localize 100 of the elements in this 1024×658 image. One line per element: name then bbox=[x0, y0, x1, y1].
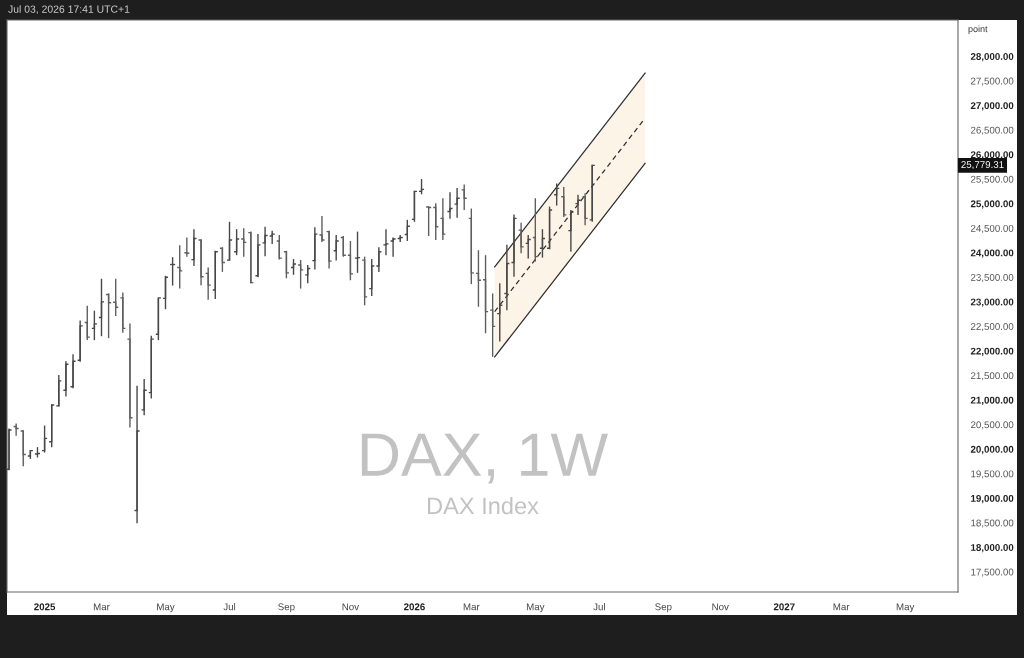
candlestick bbox=[332, 234, 340, 262]
candlestick bbox=[268, 229, 276, 245]
y-tick-label: 18,000.00 bbox=[971, 544, 1014, 553]
candlestick bbox=[283, 250, 290, 279]
candlestick bbox=[69, 353, 77, 389]
candlestick bbox=[389, 236, 397, 258]
candlestick bbox=[20, 429, 27, 468]
text: 25,779.31 bbox=[961, 161, 1004, 170]
candlestick bbox=[261, 226, 269, 257]
x-tick-label: Nov bbox=[342, 603, 360, 611]
x-tick-label: Sep bbox=[278, 603, 295, 613]
candlestick bbox=[368, 258, 375, 297]
y-tick-label: 26,500.00 bbox=[970, 126, 1014, 135]
candlestick bbox=[340, 235, 347, 258]
candlestick bbox=[325, 229, 333, 270]
x-tick-label: May bbox=[157, 603, 175, 613]
candlestick bbox=[55, 374, 63, 408]
candlestick bbox=[510, 213, 518, 278]
candlestick bbox=[546, 205, 553, 250]
candlestick bbox=[155, 297, 162, 341]
x-tick-label: Mar bbox=[93, 603, 110, 611]
candlestick bbox=[62, 360, 70, 398]
candlestick bbox=[574, 194, 582, 216]
y-tick-label: 28,000.00 bbox=[970, 53, 1014, 62]
candlestick bbox=[240, 227, 247, 258]
text: DAX, 1W bbox=[361, 433, 608, 484]
x-tick-label: 2025 bbox=[34, 603, 56, 611]
candlestick bbox=[354, 230, 361, 274]
candlestick bbox=[7, 427, 13, 471]
candlestick bbox=[425, 205, 432, 237]
y-tick-label: 27,500.00 bbox=[970, 77, 1014, 86]
candlestick bbox=[119, 291, 127, 334]
y-tick-label: 22,500.00 bbox=[970, 323, 1014, 332]
candlestick bbox=[489, 292, 496, 358]
text: DAX Index bbox=[428, 496, 539, 515]
candlestick bbox=[567, 209, 575, 253]
x-tick-label: Mar bbox=[463, 603, 480, 611]
candlestick bbox=[276, 234, 283, 261]
text: Jul 03, 2026 17:41 UTC+1 bbox=[8, 5, 130, 15]
y-tick-label: 19,000.00 bbox=[971, 494, 1014, 504]
candlestick bbox=[517, 222, 525, 254]
candlestick bbox=[532, 197, 539, 263]
candlestick bbox=[247, 230, 255, 284]
candlestick bbox=[361, 255, 368, 306]
candlestick bbox=[76, 319, 84, 363]
y-tick-label: 17,500.00 bbox=[971, 568, 1014, 577]
y-tick-label: 20,000.00 bbox=[970, 445, 1014, 455]
candlestick bbox=[126, 322, 134, 429]
y-tick-label: 22,000.00 bbox=[970, 347, 1014, 356]
y-tick-label: 21,500.00 bbox=[970, 372, 1014, 381]
y-tick-label: 21,000.00 bbox=[970, 396, 1014, 406]
x-tick-label: 2027 bbox=[773, 603, 795, 611]
candlestick bbox=[581, 192, 589, 226]
candlestick bbox=[226, 221, 233, 262]
y-tick-label: 23,500.00 bbox=[970, 274, 1014, 283]
x-tick-label: May bbox=[896, 603, 915, 613]
candlestick bbox=[446, 191, 454, 220]
candlestick bbox=[560, 186, 568, 218]
candlestick bbox=[254, 233, 262, 278]
candlestick bbox=[91, 309, 98, 341]
y-tick-label: 19,500.00 bbox=[971, 470, 1014, 479]
y-tick-label: 26,000.00 bbox=[970, 151, 1014, 160]
y-tick-label: 23,000.00 bbox=[970, 298, 1014, 307]
candlestick bbox=[347, 240, 354, 281]
candlestick bbox=[297, 259, 304, 290]
x-tick-label: May bbox=[526, 603, 545, 613]
y-axis-title: point bbox=[968, 25, 988, 34]
candlestick bbox=[12, 422, 20, 437]
y-tick-label: 20,500.00 bbox=[970, 421, 1014, 430]
candlestick bbox=[588, 164, 596, 223]
x-tick-label: Nov bbox=[712, 603, 729, 611]
candlestick bbox=[197, 238, 205, 286]
candlestick bbox=[219, 246, 226, 273]
y-tick-label: 25,500.00 bbox=[970, 175, 1014, 184]
candlestick bbox=[84, 305, 91, 341]
x-tick-label: Sep bbox=[655, 603, 672, 613]
y-tick-label: 24,500.00 bbox=[970, 224, 1014, 233]
x-tick-label: 2026 bbox=[403, 603, 425, 611]
candlestick bbox=[318, 215, 326, 243]
candlestick bbox=[190, 228, 198, 267]
candlestick bbox=[204, 266, 212, 301]
candlestick bbox=[439, 197, 447, 241]
candlestick bbox=[482, 254, 489, 334]
x-tick-label: Jul bbox=[223, 603, 236, 611]
candlestick bbox=[148, 335, 155, 400]
candlestick bbox=[140, 378, 148, 416]
candlestick bbox=[98, 278, 105, 337]
y-tick-label: 18,500.00 bbox=[971, 519, 1014, 528]
candlestick bbox=[176, 244, 183, 290]
candlestick bbox=[432, 202, 439, 241]
candlestick bbox=[133, 385, 141, 524]
candlestick bbox=[212, 250, 219, 300]
candlestick bbox=[375, 246, 383, 273]
candlestick bbox=[503, 244, 511, 311]
candlestick bbox=[453, 187, 461, 219]
candlestick bbox=[411, 190, 418, 223]
candlestick bbox=[382, 228, 390, 256]
x-tick-label: Mar bbox=[833, 603, 850, 611]
x-tick-label: Jul bbox=[593, 603, 605, 611]
candlestick bbox=[468, 207, 475, 285]
